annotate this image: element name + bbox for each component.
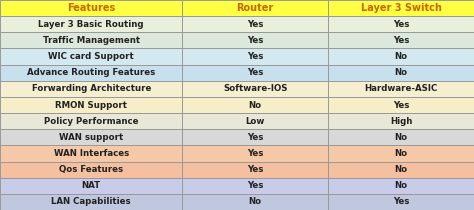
Text: Yes: Yes <box>393 197 409 206</box>
Text: Yes: Yes <box>393 36 409 45</box>
Bar <box>0 97 182 113</box>
Text: Yes: Yes <box>247 68 264 77</box>
Bar <box>0 178 182 194</box>
Text: Layer 3 Switch: Layer 3 Switch <box>361 3 441 13</box>
Bar <box>182 16 328 32</box>
Bar <box>0 113 182 129</box>
Bar <box>0 49 182 65</box>
Text: Traffic Management: Traffic Management <box>43 36 140 45</box>
Text: No: No <box>394 52 408 61</box>
Text: Yes: Yes <box>247 36 264 45</box>
Text: Forwarding Architecture: Forwarding Architecture <box>32 84 151 93</box>
Bar <box>182 129 328 145</box>
Bar <box>182 65 328 81</box>
Text: No: No <box>394 133 408 142</box>
Bar <box>328 161 474 178</box>
Bar <box>0 129 182 145</box>
Bar <box>0 65 182 81</box>
Text: WIC card Support: WIC card Support <box>48 52 134 61</box>
Text: WAN support: WAN support <box>59 133 123 142</box>
Text: RMON Support: RMON Support <box>55 101 127 109</box>
Text: Yes: Yes <box>393 101 409 109</box>
Text: No: No <box>249 197 262 206</box>
Text: WAN Interfaces: WAN Interfaces <box>54 149 129 158</box>
Bar <box>328 49 474 65</box>
Bar <box>182 0 328 16</box>
Bar <box>328 129 474 145</box>
Text: No: No <box>249 101 262 109</box>
Bar <box>182 178 328 194</box>
Text: No: No <box>394 149 408 158</box>
Text: Policy Performance: Policy Performance <box>44 117 138 126</box>
Text: High: High <box>390 117 412 126</box>
Text: Yes: Yes <box>247 52 264 61</box>
Bar <box>328 113 474 129</box>
Bar <box>328 0 474 16</box>
Bar <box>0 161 182 178</box>
Bar <box>0 16 182 32</box>
Bar <box>0 194 182 210</box>
Bar <box>328 145 474 161</box>
Bar <box>328 194 474 210</box>
Text: No: No <box>394 181 408 190</box>
Bar <box>0 0 182 16</box>
Text: Qos Features: Qos Features <box>59 165 123 174</box>
Bar <box>328 178 474 194</box>
Bar <box>328 81 474 97</box>
Bar <box>0 81 182 97</box>
Text: Router: Router <box>237 3 274 13</box>
Bar <box>182 49 328 65</box>
Bar <box>328 65 474 81</box>
Text: Advance Routing Features: Advance Routing Features <box>27 68 155 77</box>
Text: Software-IOS: Software-IOS <box>223 84 288 93</box>
Bar <box>182 194 328 210</box>
Text: Yes: Yes <box>393 20 409 29</box>
Bar <box>0 145 182 161</box>
Text: Features: Features <box>67 3 115 13</box>
Bar <box>328 32 474 49</box>
Bar <box>182 145 328 161</box>
Bar <box>328 97 474 113</box>
Bar <box>182 32 328 49</box>
Text: No: No <box>394 165 408 174</box>
Text: Yes: Yes <box>247 165 264 174</box>
Text: Yes: Yes <box>247 133 264 142</box>
Text: LAN Capabilities: LAN Capabilities <box>52 197 131 206</box>
Text: Hardware-ASIC: Hardware-ASIC <box>365 84 438 93</box>
Bar <box>182 161 328 178</box>
Bar <box>328 16 474 32</box>
Text: Low: Low <box>246 117 265 126</box>
Bar <box>182 97 328 113</box>
Text: Layer 3 Basic Routing: Layer 3 Basic Routing <box>38 20 144 29</box>
Bar <box>182 81 328 97</box>
Text: Yes: Yes <box>247 149 264 158</box>
Text: Yes: Yes <box>247 181 264 190</box>
Bar <box>182 113 328 129</box>
Text: No: No <box>394 68 408 77</box>
Text: Yes: Yes <box>247 20 264 29</box>
Bar <box>0 32 182 49</box>
Text: NAT: NAT <box>82 181 101 190</box>
